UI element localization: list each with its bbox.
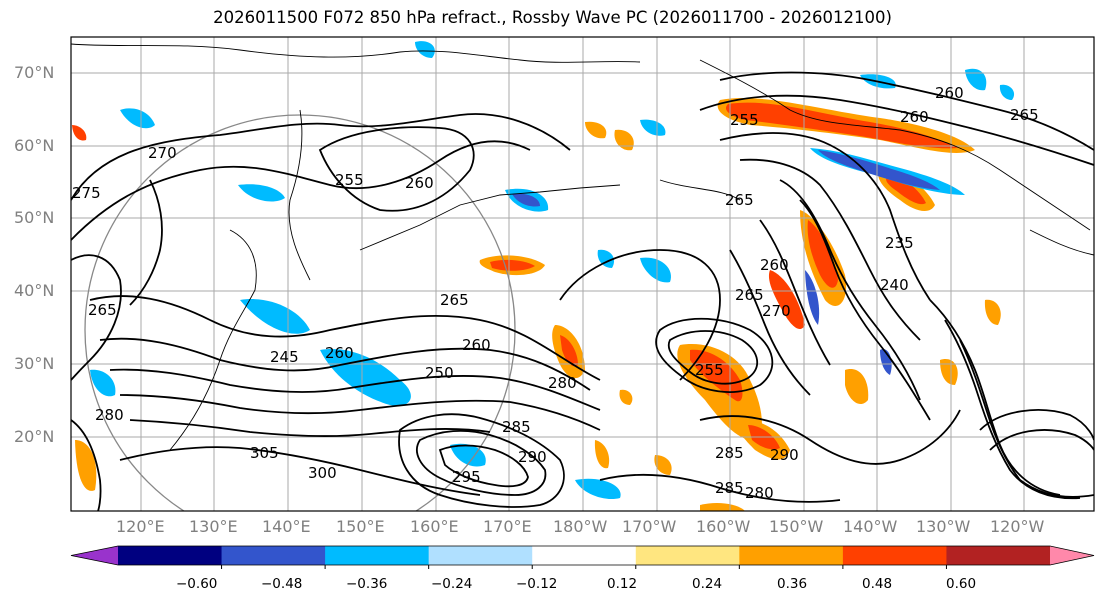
lon-label: 150°W: [769, 517, 824, 536]
figure-title: 2026011500 F072 850 hPa refract., Rossby…: [213, 8, 892, 27]
contour-label-layer: 270 275 255 260 265 265 260 245 250 260 …: [72, 84, 1039, 502]
contour-label: 285: [715, 444, 744, 462]
colorbar-tick-label: 0.36: [777, 576, 808, 592]
lon-label: 120°E: [116, 517, 165, 536]
colorbar-extend-high: [1050, 546, 1094, 565]
contour-label: 235: [885, 234, 914, 252]
contour-label: 280: [548, 374, 577, 392]
contour-label: 265: [725, 191, 754, 209]
colorbar-tick-label: 0.60: [946, 576, 977, 592]
contour-label: 260: [325, 344, 354, 362]
lat-label: 20°N: [14, 427, 55, 446]
colorbar-tick-label: −0.36: [346, 576, 388, 592]
colorbar: [70, 545, 1095, 569]
colorbar-segment: [842, 546, 947, 565]
lon-label: 130°E: [189, 517, 238, 536]
contour-label: 250: [425, 364, 454, 382]
colorbar-tick-label: 0.12: [607, 576, 638, 592]
graticule: [71, 37, 1094, 511]
contour-label: 295: [452, 468, 481, 486]
lon-label: 170°E: [483, 517, 532, 536]
lon-label: 150°E: [336, 517, 385, 536]
contour-label: 300: [308, 464, 337, 482]
contour-label: 290: [770, 446, 799, 464]
contours: [71, 71, 1094, 511]
contour-label: 260: [760, 256, 789, 274]
lon-label: 160°W: [696, 517, 751, 536]
colorbar-tick-label: −0.60: [176, 576, 218, 592]
contour-label: 280: [745, 484, 774, 502]
lat-label: 50°N: [14, 208, 55, 227]
contour-label: 255: [695, 361, 724, 379]
contour-label: 260: [935, 84, 964, 102]
contour-label: 285: [715, 479, 744, 497]
colorbar-extend-low: [71, 546, 118, 565]
map-border: [70, 36, 1095, 512]
coastlines: [71, 43, 1094, 451]
reference-circle: [84, 114, 516, 511]
colorbar-segment: [532, 546, 637, 565]
contour-label: 255: [335, 171, 364, 189]
colorbar-tick-label: −0.12: [516, 576, 558, 592]
contour-label: 260: [462, 336, 491, 354]
colorbar-outline: [70, 545, 1095, 566]
colorbar-segment: [739, 546, 844, 565]
contour-label: 265: [1010, 106, 1039, 124]
colorbar-tick-label: 0.48: [862, 576, 893, 592]
contour-label: 275: [72, 184, 101, 202]
lon-label: 140°W: [843, 517, 898, 536]
colorbar-tick-label: −0.48: [261, 576, 303, 592]
contour-label: 265: [440, 291, 469, 309]
contour-label: 240: [880, 276, 909, 294]
contour-label: 290: [518, 448, 547, 466]
lon-label: 160°E: [410, 517, 459, 536]
lon-label: 140°E: [262, 517, 311, 536]
lat-label: 70°N: [14, 63, 55, 82]
lat-label: 30°N: [14, 354, 55, 373]
colorbar-segment: [946, 546, 1051, 565]
contour-label: 270: [762, 302, 791, 320]
colorbar-tick-label: −0.24: [431, 576, 473, 592]
contour-label: 255: [730, 111, 759, 129]
lon-label: 130°W: [916, 517, 971, 536]
colorbar-segment: [325, 546, 430, 565]
contour-label: 280: [95, 406, 124, 424]
contour-label: 245: [270, 348, 299, 366]
colorbar-segment: [221, 546, 326, 565]
lon-label: 180°W: [553, 517, 608, 536]
colorbar-segment: [428, 546, 533, 565]
contour-label: 265: [735, 286, 764, 304]
contour-label: 260: [405, 174, 434, 192]
contour-label: 305: [250, 444, 279, 462]
colorbar-segment: [635, 546, 740, 565]
colorbar-segment: [118, 546, 223, 565]
contour-label: 270: [148, 144, 177, 162]
contour-label: 260: [900, 108, 929, 126]
colorbar-tick-label: 0.24: [692, 576, 723, 592]
lat-label: 60°N: [14, 136, 55, 155]
contour-label: 285: [502, 418, 531, 436]
lat-label: 40°N: [14, 281, 55, 300]
lon-label: 170°W: [622, 517, 677, 536]
contour-label: 265: [88, 301, 117, 319]
lon-label: 120°W: [990, 517, 1045, 536]
